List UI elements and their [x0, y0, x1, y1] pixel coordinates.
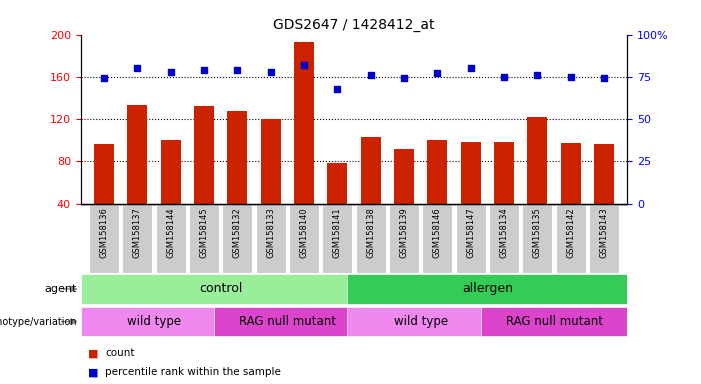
Text: GSM158137: GSM158137 — [132, 207, 142, 258]
Bar — [423, 204, 452, 273]
Bar — [594, 144, 614, 204]
Text: agent: agent — [45, 284, 77, 294]
Text: wild type: wild type — [394, 315, 448, 328]
Bar — [94, 144, 114, 204]
Bar — [556, 204, 586, 273]
Bar — [461, 142, 481, 204]
Title: GDS2647 / 1428412_at: GDS2647 / 1428412_at — [273, 18, 435, 32]
Text: GSM158138: GSM158138 — [366, 207, 375, 258]
Bar — [222, 204, 252, 273]
Bar — [355, 204, 386, 273]
Text: allergen: allergen — [462, 283, 513, 295]
Text: GSM158140: GSM158140 — [299, 207, 308, 258]
Bar — [122, 204, 152, 273]
Bar — [456, 204, 486, 273]
Bar — [589, 204, 619, 273]
Text: percentile rank within the sample: percentile rank within the sample — [105, 367, 281, 377]
Text: wild type: wild type — [127, 315, 181, 328]
Point — [465, 65, 476, 71]
Text: GSM158143: GSM158143 — [599, 207, 608, 258]
Text: GSM158132: GSM158132 — [233, 207, 242, 258]
Bar — [194, 106, 214, 204]
Text: ■: ■ — [88, 367, 98, 377]
Point — [132, 65, 143, 71]
Bar — [494, 142, 514, 204]
Bar — [481, 307, 627, 336]
Point — [232, 67, 243, 73]
Text: genotype/variation: genotype/variation — [0, 316, 77, 327]
Point — [532, 72, 543, 78]
Point — [299, 62, 310, 68]
Point — [332, 86, 343, 92]
Text: count: count — [105, 348, 135, 358]
Bar — [389, 204, 419, 273]
Bar — [322, 204, 353, 273]
Point — [365, 72, 376, 78]
Text: GSM158141: GSM158141 — [333, 207, 342, 258]
Bar — [289, 204, 319, 273]
Bar — [128, 105, 147, 204]
Point — [98, 75, 109, 81]
Bar — [81, 274, 361, 304]
Bar — [522, 204, 552, 273]
Text: GSM158146: GSM158146 — [433, 207, 442, 258]
Bar — [214, 307, 361, 336]
Bar — [261, 119, 280, 204]
Bar — [189, 204, 219, 273]
Point — [432, 70, 443, 76]
Text: control: control — [199, 283, 243, 295]
Bar — [361, 137, 381, 204]
Text: GSM158134: GSM158134 — [500, 207, 508, 258]
Point — [599, 75, 610, 81]
Point — [565, 74, 576, 80]
Point — [398, 75, 409, 81]
Text: GSM158139: GSM158139 — [400, 207, 409, 258]
Point — [198, 67, 210, 73]
Text: GSM158133: GSM158133 — [266, 207, 275, 258]
Bar — [327, 164, 347, 204]
Bar — [81, 307, 227, 336]
Bar — [489, 204, 519, 273]
Text: GSM158145: GSM158145 — [200, 207, 208, 258]
Bar — [347, 274, 627, 304]
Text: GSM158142: GSM158142 — [566, 207, 576, 258]
Bar — [294, 42, 314, 204]
Text: GSM158136: GSM158136 — [100, 207, 109, 258]
Bar — [227, 111, 247, 204]
Bar — [347, 307, 494, 336]
Bar — [394, 149, 414, 204]
Point — [165, 69, 176, 75]
Bar — [161, 140, 181, 204]
Point — [498, 74, 510, 80]
Bar — [428, 140, 447, 204]
Bar — [156, 204, 186, 273]
Bar — [527, 117, 547, 204]
Text: RAG null mutant: RAG null mutant — [505, 315, 603, 328]
Text: GSM158135: GSM158135 — [533, 207, 542, 258]
Text: GSM158147: GSM158147 — [466, 207, 475, 258]
Text: RAG null mutant: RAG null mutant — [239, 315, 336, 328]
Bar — [89, 204, 119, 273]
Bar — [256, 204, 286, 273]
Point — [265, 69, 276, 75]
Bar — [561, 143, 580, 204]
Text: GSM158144: GSM158144 — [166, 207, 175, 258]
Text: ■: ■ — [88, 348, 98, 358]
